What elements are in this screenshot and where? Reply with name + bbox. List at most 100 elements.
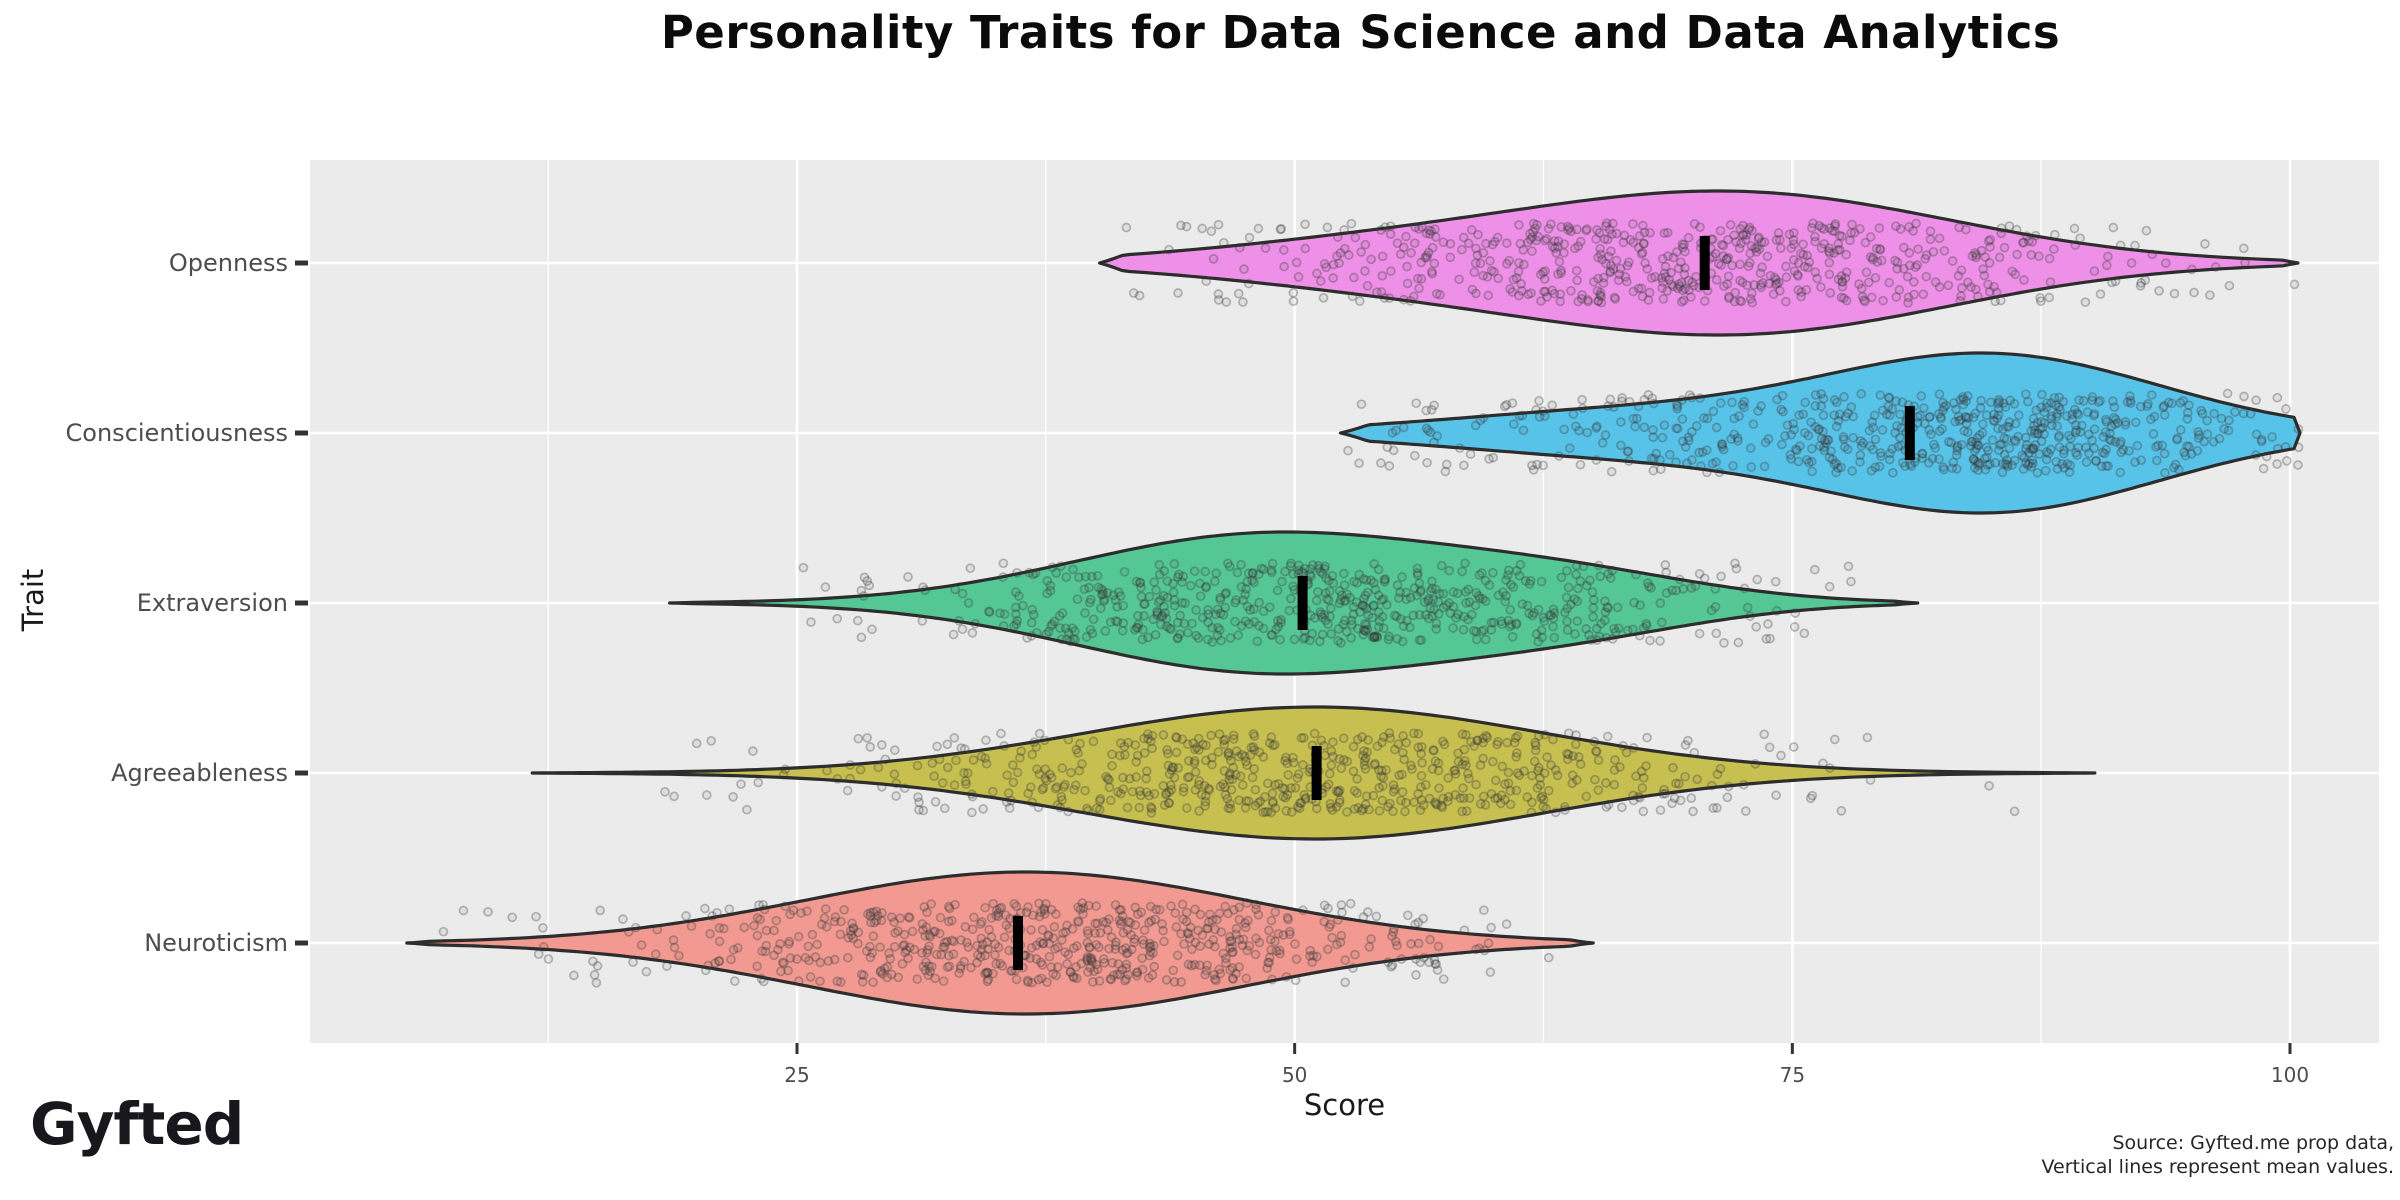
data-point bbox=[1958, 399, 1969, 410]
data-point bbox=[1320, 588, 1331, 598]
data-point bbox=[1610, 627, 1621, 638]
data-point bbox=[1409, 450, 1420, 461]
data-point bbox=[1194, 806, 1204, 816]
data-point bbox=[1789, 424, 1799, 435]
data-point bbox=[1206, 730, 1216, 741]
data-point bbox=[1080, 571, 1091, 582]
data-point bbox=[1088, 614, 1099, 625]
data-point bbox=[1318, 292, 1329, 303]
data-point bbox=[1463, 584, 1474, 595]
data-point bbox=[1372, 631, 1382, 642]
data-point bbox=[1963, 277, 1973, 288]
data-point bbox=[1548, 604, 1559, 615]
data-point bbox=[1425, 934, 1435, 945]
data-point bbox=[1215, 608, 1226, 619]
data-point bbox=[2193, 426, 2203, 437]
data-point bbox=[2043, 448, 2054, 459]
data-point bbox=[1409, 238, 1420, 249]
data-point bbox=[1547, 241, 1558, 252]
data-point bbox=[1810, 267, 1821, 278]
data-point bbox=[1345, 898, 1356, 909]
data-point bbox=[1504, 255, 1515, 266]
data-point bbox=[1687, 277, 1698, 288]
data-point bbox=[1815, 441, 1825, 451]
data-point bbox=[1831, 458, 1841, 469]
data-point bbox=[2142, 401, 2153, 412]
data-point bbox=[1796, 248, 1806, 259]
data-point bbox=[1159, 566, 1170, 576]
data-point bbox=[1443, 773, 1454, 783]
data-point bbox=[660, 786, 670, 797]
data-point bbox=[1201, 581, 1212, 592]
data-point bbox=[2011, 224, 2022, 235]
data-point bbox=[1796, 291, 1807, 302]
data-point bbox=[1496, 616, 1507, 627]
data-point bbox=[2037, 422, 2048, 433]
data-point bbox=[1682, 458, 1692, 469]
data-point bbox=[1575, 576, 1586, 586]
data-point bbox=[1433, 596, 1443, 607]
data-point bbox=[1917, 449, 1928, 459]
data-point bbox=[1639, 238, 1649, 249]
x-tick-label: 75 bbox=[1780, 1063, 1805, 1087]
data-point bbox=[1333, 635, 1343, 646]
data-point bbox=[1658, 277, 1668, 288]
data-point bbox=[1042, 576, 1053, 586]
data-point bbox=[1628, 413, 1639, 424]
data-point bbox=[1084, 942, 1095, 953]
data-point bbox=[1530, 223, 1541, 234]
data-point bbox=[1427, 268, 1438, 279]
data-point bbox=[1826, 446, 1836, 457]
data-point bbox=[1572, 775, 1582, 785]
data-point bbox=[1890, 255, 1900, 266]
data-point bbox=[773, 944, 783, 955]
data-point bbox=[1595, 290, 1605, 300]
data-point bbox=[1610, 294, 1621, 304]
data-point bbox=[1511, 785, 1522, 796]
data-point bbox=[1867, 417, 1878, 427]
data-point bbox=[1808, 218, 1818, 229]
data-point bbox=[1707, 234, 1718, 245]
data-point bbox=[1739, 402, 1749, 413]
data-point bbox=[1824, 581, 1835, 592]
data-point bbox=[1312, 951, 1322, 962]
data-point bbox=[1175, 610, 1185, 621]
data-point bbox=[1177, 577, 1187, 587]
data-point bbox=[1841, 267, 1852, 278]
data-point bbox=[1487, 756, 1498, 767]
data-point bbox=[2110, 419, 2121, 430]
data-point bbox=[1281, 971, 1292, 982]
data-point bbox=[1600, 221, 1611, 231]
data-point bbox=[1678, 436, 1688, 447]
data-point bbox=[1430, 797, 1440, 808]
data-point bbox=[1373, 607, 1384, 617]
data-point bbox=[2075, 233, 2085, 244]
data-point bbox=[2028, 443, 2039, 454]
data-point bbox=[1508, 582, 1519, 593]
data-point bbox=[1671, 247, 1682, 257]
data-point bbox=[1710, 601, 1721, 612]
data-point bbox=[1583, 296, 1593, 307]
data-point bbox=[1072, 594, 1083, 605]
data-point bbox=[1955, 395, 1966, 405]
data-point bbox=[2124, 445, 2134, 456]
data-point bbox=[1816, 282, 1826, 292]
data-point bbox=[1633, 242, 1644, 253]
data-point bbox=[1636, 283, 1647, 294]
data-point bbox=[1923, 457, 1934, 468]
data-point bbox=[1405, 592, 1416, 603]
data-point bbox=[483, 906, 493, 917]
data-point bbox=[1934, 426, 1945, 436]
data-point bbox=[1812, 273, 1823, 284]
data-point bbox=[2002, 434, 2012, 444]
data-point bbox=[1860, 296, 1870, 307]
data-point bbox=[1537, 791, 1548, 802]
data-point bbox=[1208, 254, 1219, 264]
data-point bbox=[1741, 230, 1752, 240]
data-point bbox=[1503, 767, 1514, 778]
data-point bbox=[1555, 296, 1566, 307]
mean-line-neuroticism bbox=[1013, 916, 1023, 970]
data-point bbox=[1635, 600, 1645, 611]
data-point bbox=[1603, 401, 1613, 411]
data-point bbox=[1031, 742, 1042, 752]
